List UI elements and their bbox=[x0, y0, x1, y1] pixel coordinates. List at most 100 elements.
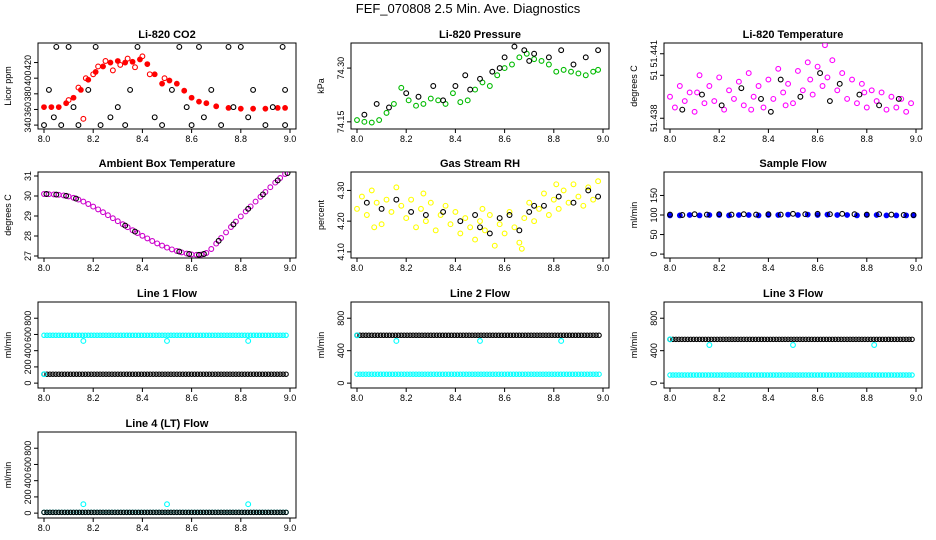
data-point bbox=[867, 372, 874, 378]
data-point bbox=[112, 332, 118, 339]
data-point bbox=[280, 509, 286, 516]
data-point bbox=[141, 332, 148, 339]
data-point bbox=[245, 337, 252, 344]
data-points bbox=[354, 178, 602, 252]
data-point bbox=[553, 68, 560, 75]
data-point bbox=[795, 212, 801, 218]
data-point bbox=[126, 332, 133, 339]
data-point bbox=[95, 63, 102, 70]
data-point bbox=[230, 371, 236, 377]
data-point bbox=[126, 371, 133, 377]
data-point bbox=[65, 43, 72, 50]
data-point bbox=[413, 332, 419, 339]
data-point bbox=[569, 371, 576, 377]
x-tick-label: 8.8 bbox=[548, 263, 561, 273]
data-point bbox=[681, 98, 688, 105]
data-point bbox=[162, 332, 168, 339]
x-tick-label: 8.4 bbox=[762, 393, 775, 403]
data-point bbox=[439, 332, 446, 339]
data-point bbox=[360, 371, 366, 377]
data-point bbox=[708, 336, 715, 343]
data-point bbox=[215, 237, 222, 244]
data-point bbox=[123, 371, 130, 377]
data-point bbox=[393, 196, 400, 203]
y-tick-label: 0 bbox=[336, 381, 346, 386]
data-point bbox=[817, 70, 824, 77]
data-point bbox=[706, 342, 713, 348]
data-point bbox=[550, 196, 557, 203]
x-tick-label: 9.0 bbox=[910, 393, 923, 403]
data-point bbox=[910, 212, 917, 218]
data-point bbox=[126, 509, 133, 516]
data-point bbox=[253, 332, 260, 339]
data-point bbox=[144, 371, 151, 377]
data-point bbox=[861, 89, 868, 96]
data-point bbox=[271, 509, 278, 516]
data-point bbox=[557, 332, 564, 339]
data-point bbox=[120, 371, 127, 377]
data-point bbox=[894, 372, 901, 378]
data-point bbox=[451, 371, 458, 377]
data-point bbox=[525, 332, 531, 339]
data-point bbox=[159, 122, 166, 129]
data-point bbox=[259, 371, 266, 377]
data-point bbox=[135, 509, 142, 516]
data-point bbox=[64, 509, 71, 516]
data-point bbox=[518, 245, 525, 252]
data-point bbox=[53, 332, 59, 339]
data-point bbox=[545, 212, 552, 218]
data-point bbox=[171, 371, 177, 377]
data-point bbox=[883, 106, 890, 113]
data-point bbox=[862, 372, 868, 378]
data-point bbox=[194, 371, 201, 377]
data-point bbox=[239, 371, 245, 377]
data-point bbox=[575, 371, 582, 377]
data-point bbox=[67, 332, 74, 339]
data-point bbox=[162, 371, 168, 377]
chart-panel: Ambient Box Temperature degrees C 8.0 8.2 8.… bbox=[3, 158, 297, 273]
data-point bbox=[746, 372, 753, 378]
data-point bbox=[575, 193, 582, 200]
data-point bbox=[909, 372, 915, 378]
data-point bbox=[811, 372, 818, 378]
data-point bbox=[100, 509, 106, 516]
data-point bbox=[745, 70, 752, 77]
data-point bbox=[200, 371, 207, 377]
data-point bbox=[755, 336, 762, 343]
data-point bbox=[735, 212, 742, 218]
data-point bbox=[206, 371, 213, 377]
data-point bbox=[432, 227, 439, 234]
data-point bbox=[280, 371, 286, 377]
y-tick-label: 51.441 bbox=[649, 40, 659, 68]
data-point bbox=[865, 372, 871, 378]
data-point bbox=[82, 371, 89, 377]
data-point bbox=[595, 47, 602, 54]
data-point bbox=[109, 371, 115, 377]
page-title: FEF_070808 2.5 Min. Ave. Diagnostics bbox=[355, 1, 581, 16]
x-tick-label: 8.6 bbox=[811, 263, 824, 273]
data-point bbox=[230, 509, 236, 516]
data-point bbox=[117, 61, 124, 68]
data-point bbox=[486, 230, 493, 237]
y-tick-label: 51 bbox=[649, 70, 659, 80]
data-point bbox=[705, 336, 712, 343]
data-point bbox=[696, 212, 703, 219]
data-point bbox=[758, 336, 765, 343]
data-point bbox=[203, 100, 210, 107]
data-point bbox=[575, 70, 582, 77]
data-point bbox=[366, 332, 372, 339]
data-point bbox=[814, 63, 821, 70]
plot-frame bbox=[663, 301, 923, 389]
data-point bbox=[176, 248, 183, 255]
data-point bbox=[770, 372, 777, 378]
data-point bbox=[102, 58, 109, 64]
data-point bbox=[489, 68, 496, 75]
data-point bbox=[854, 100, 860, 107]
data-point bbox=[785, 372, 791, 378]
data-point bbox=[521, 215, 528, 222]
data-point bbox=[115, 332, 121, 339]
data-point bbox=[425, 332, 431, 339]
data-point bbox=[555, 193, 562, 200]
data-point bbox=[582, 54, 589, 61]
data-point bbox=[686, 89, 693, 96]
